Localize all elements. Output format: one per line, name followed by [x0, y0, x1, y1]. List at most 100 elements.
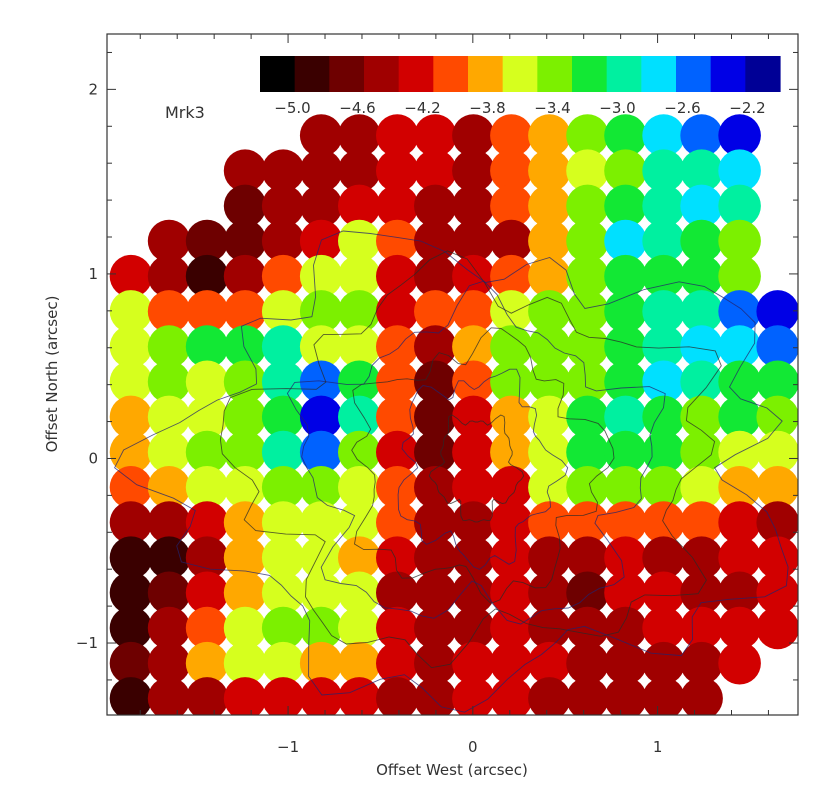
data-cell	[261, 501, 305, 544]
data-cell	[338, 219, 381, 263]
data-cell	[452, 641, 495, 685]
data-cell	[338, 606, 381, 650]
data-cell	[528, 219, 571, 263]
data-cell	[414, 466, 457, 509]
data-cell	[490, 325, 533, 368]
data-cell	[680, 536, 723, 579]
data-cell	[109, 536, 153, 579]
data-cell	[604, 536, 647, 579]
contour-line	[428, 414, 525, 523]
data-cell	[261, 149, 305, 192]
data-cell	[452, 430, 495, 474]
data-cell	[376, 606, 419, 650]
data-cell	[299, 114, 343, 157]
data-cell	[490, 430, 533, 474]
contour-line	[397, 368, 569, 570]
data-cell	[261, 677, 305, 715]
colorbar-swatch	[745, 56, 781, 92]
data-cell	[566, 395, 609, 439]
data-cell	[223, 219, 267, 263]
data-cell	[490, 149, 533, 192]
data-cell	[223, 606, 267, 650]
data-cell	[490, 641, 533, 685]
data-cell	[604, 430, 647, 474]
data-cell	[147, 254, 191, 298]
data-cell	[414, 430, 457, 474]
data-cell	[299, 395, 343, 439]
data-cell	[261, 184, 305, 228]
data-cell	[223, 430, 267, 474]
data-cell	[680, 501, 723, 544]
data-cell	[109, 290, 153, 333]
data-cell	[185, 254, 229, 298]
y-axis-label: Offset North (arcsec)	[43, 296, 61, 453]
x-tick-label: −1	[277, 738, 299, 756]
data-cell	[185, 466, 229, 509]
data-cell	[680, 641, 723, 685]
data-cell	[566, 641, 609, 685]
data-cell	[376, 501, 419, 544]
data-cell	[718, 501, 761, 544]
data-cell	[147, 360, 191, 404]
data-cell	[452, 571, 495, 615]
colorbar-tick-label: −4.2	[404, 99, 440, 117]
colorbar-swatch	[606, 56, 642, 92]
data-cell	[680, 219, 723, 263]
data-cell	[490, 290, 533, 333]
data-cell	[718, 149, 761, 192]
data-cell	[109, 360, 153, 404]
data-cell	[718, 606, 761, 650]
data-cell	[376, 360, 419, 404]
data-cell	[147, 641, 191, 685]
data-cell	[642, 149, 685, 192]
data-cell	[261, 290, 305, 333]
data-cell	[642, 219, 685, 263]
data-cell	[642, 536, 685, 579]
data-cell	[680, 325, 723, 368]
data-cell	[452, 501, 495, 544]
data-cell	[414, 360, 457, 404]
data-cell	[109, 395, 153, 439]
data-cell	[338, 290, 381, 333]
colorbar-tick-label: −2.2	[729, 99, 765, 117]
data-cell	[528, 677, 571, 715]
data-cell	[566, 149, 609, 192]
data-cell	[528, 325, 571, 368]
data-cell	[756, 325, 798, 368]
data-cell	[109, 430, 153, 474]
data-cell	[528, 149, 571, 192]
data-cell	[299, 641, 343, 685]
data-cell	[528, 360, 571, 404]
data-cell	[528, 466, 571, 509]
data-cell	[109, 466, 153, 509]
colorbar-tick-label: −3.0	[599, 99, 635, 117]
colorbar	[260, 56, 781, 92]
data-cell	[528, 395, 571, 439]
colorbar-swatch	[710, 56, 746, 92]
x-tick-labels: −1 0 1	[277, 738, 662, 756]
data-cell	[185, 219, 229, 263]
data-cell	[338, 466, 381, 509]
data-cell	[223, 501, 267, 544]
data-cell	[528, 184, 571, 228]
data-cell	[109, 571, 153, 615]
data-cell	[109, 501, 153, 544]
data-cell	[147, 606, 191, 650]
colorbar-tick-label: −5.0	[274, 99, 310, 117]
data-cell	[185, 606, 229, 650]
data-cell	[680, 184, 723, 228]
data-cell	[414, 184, 457, 228]
y-tick-labels: −1 0 1 2	[76, 80, 98, 652]
data-cell	[261, 430, 305, 474]
data-cell	[680, 149, 723, 192]
data-cell	[376, 430, 419, 474]
data-cell	[566, 501, 609, 544]
data-cell	[109, 254, 153, 298]
data-cell	[642, 430, 685, 474]
data-cell	[299, 501, 343, 544]
data-cell	[604, 501, 647, 544]
data-cell	[718, 641, 761, 685]
data-cell	[452, 677, 495, 715]
data-cell	[299, 536, 343, 579]
data-cell	[490, 114, 533, 157]
